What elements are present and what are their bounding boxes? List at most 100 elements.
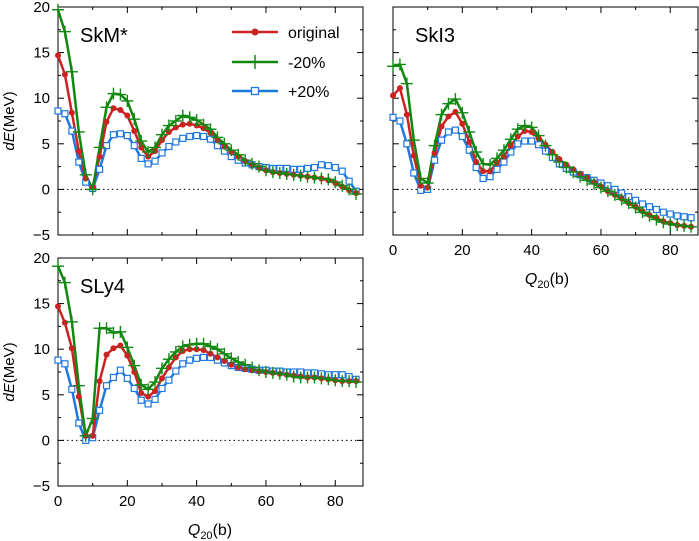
point-minus20pct (197, 337, 210, 350)
point-minus20pct (497, 144, 510, 157)
point-minus20pct (539, 139, 552, 152)
y-tick-label: 20 (33, 0, 50, 16)
point-original (221, 358, 228, 365)
point-minus20pct (387, 60, 399, 73)
point-original (487, 168, 494, 175)
point-minus20pct (567, 166, 580, 179)
point-minus20pct (253, 160, 266, 173)
point-plus20pct (123, 374, 131, 382)
legend-entry-plus20[interactable]: +20% (232, 84, 329, 101)
point-original (396, 85, 403, 92)
point-plus20pct (193, 354, 201, 362)
point-minus20pct (308, 371, 321, 384)
point-plus20pct (199, 132, 208, 141)
point-original (110, 345, 117, 352)
point-minus20pct (477, 157, 490, 170)
panel-title: SkM* (80, 25, 128, 47)
point-minus20pct (52, 260, 64, 273)
point-plus20pct (54, 107, 62, 115)
point-plus20pct (61, 110, 69, 118)
point-minus20pct (657, 216, 670, 229)
point-minus20pct (470, 146, 483, 159)
point-plus20pct (534, 141, 543, 149)
point-original (96, 378, 103, 385)
point-plus20pct (95, 165, 104, 173)
point-minus20pct (650, 213, 663, 226)
point-original (214, 354, 221, 361)
point-plus20pct (68, 385, 76, 393)
point-plus20pct (507, 148, 515, 156)
point-minus20pct (135, 135, 148, 148)
point-plus20pct (75, 419, 83, 427)
point-plus20pct (102, 142, 111, 150)
point-plus20pct (472, 163, 480, 172)
point-minus20pct (484, 158, 497, 171)
x-tick-label: 60 (258, 493, 275, 510)
point-minus20pct (211, 343, 224, 356)
y-tick-label: 15 (33, 296, 50, 313)
y-tick-label: 5 (42, 136, 50, 153)
y-axis-label: dE(MeV) (1, 342, 18, 401)
point-plus20pct (137, 154, 145, 162)
y-tick-label: 5 (42, 387, 50, 404)
point-minus20pct (273, 367, 286, 380)
point-minus20pct (72, 125, 85, 138)
y-tick-label: 15 (33, 45, 50, 62)
y-tick-label: 0 (42, 432, 50, 449)
point-minus20pct (435, 108, 448, 121)
x-tick-label: 20 (119, 493, 136, 510)
point-original (165, 364, 172, 371)
y-ticks (393, 6, 698, 236)
point-minus20pct (511, 123, 524, 136)
legend-entry-minus20[interactable]: -20% (232, 55, 325, 72)
point-plus20pct (310, 163, 319, 172)
point-minus20pct (259, 366, 272, 378)
point-minus20pct (190, 114, 203, 127)
point-plus20pct (151, 395, 159, 403)
series-markers (52, 3, 363, 200)
point-plus20pct (331, 163, 339, 172)
point-plus20pct (673, 212, 681, 220)
point-original (207, 350, 214, 357)
point-original (131, 128, 138, 135)
point-minus20pct (197, 118, 210, 131)
point-plus20pct (345, 177, 353, 185)
point-plus20pct (389, 113, 397, 121)
point-minus20pct (301, 170, 314, 183)
point-minus20pct (343, 183, 356, 196)
point-plus20pct (172, 367, 180, 375)
legend[interactable]: original -20% +20% (232, 25, 340, 101)
point-original (165, 128, 172, 135)
point-minus20pct (121, 341, 134, 354)
point-original (75, 148, 82, 155)
point-plus20pct (528, 137, 536, 145)
point-minus20pct (294, 169, 307, 182)
legend-entry-original[interactable]: original (232, 25, 340, 42)
point-minus20pct (93, 141, 106, 154)
point-minus20pct (315, 372, 328, 385)
point-original (403, 111, 410, 118)
point-minus20pct (183, 338, 196, 351)
point-original (68, 345, 75, 352)
point-plus20pct (144, 160, 152, 168)
point-plus20pct (109, 131, 118, 139)
point-minus20pct (142, 383, 155, 396)
point-minus20pct (72, 379, 85, 392)
point-original (75, 393, 82, 400)
point-minus20pct (490, 152, 503, 165)
point-minus20pct (315, 172, 328, 185)
x-tick-label: 80 (327, 493, 344, 510)
point-minus20pct (128, 359, 141, 372)
point-plus20pct (514, 140, 522, 148)
point-plus20pct (465, 146, 473, 154)
point-plus20pct (54, 356, 62, 364)
point-minus20pct (232, 355, 245, 368)
point-minus20pct (211, 131, 224, 144)
point-plus20pct (186, 356, 194, 364)
point-original (89, 432, 96, 439)
point-minus20pct (329, 176, 342, 189)
point-plus20pct (317, 161, 326, 169)
point-minus20pct (58, 276, 71, 289)
